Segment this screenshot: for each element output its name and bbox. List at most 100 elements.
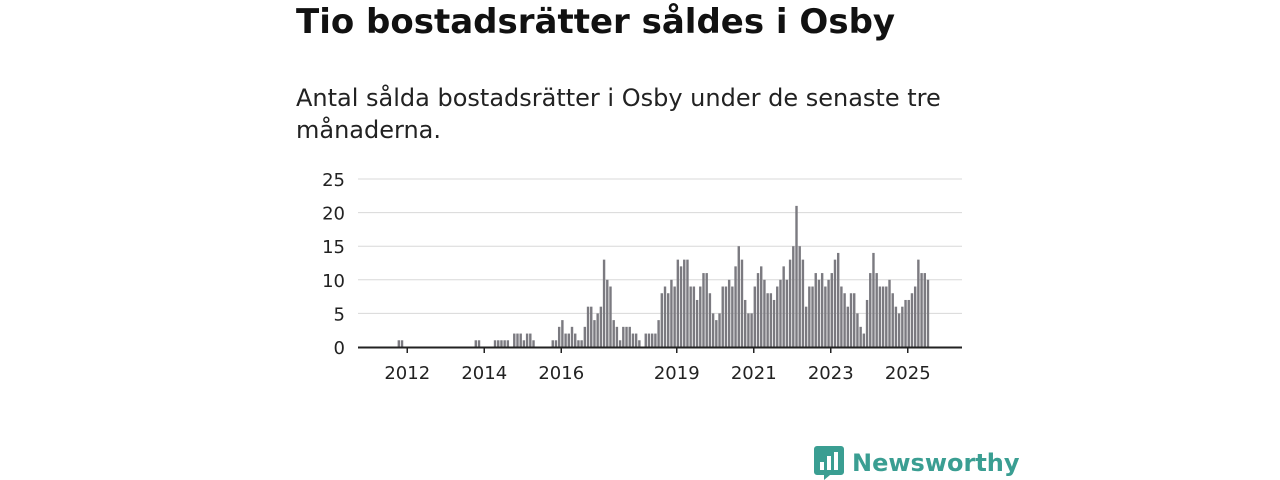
y-axis: 0 5 10 15 20 25 xyxy=(322,170,345,359)
bar xyxy=(731,286,734,347)
bar xyxy=(779,279,782,347)
bar xyxy=(647,333,651,347)
bar xyxy=(683,259,686,347)
bar xyxy=(747,313,750,347)
bar xyxy=(859,326,862,347)
bar xyxy=(506,340,510,347)
bar xyxy=(926,279,930,347)
bar xyxy=(885,286,888,347)
bar xyxy=(602,259,606,347)
bar xyxy=(811,286,814,347)
bar xyxy=(628,326,631,347)
newsworthy-logo[interactable]: Newsworthy xyxy=(814,446,1020,480)
bar xyxy=(917,259,920,347)
y-tick-label: 15 xyxy=(322,237,345,258)
bar xyxy=(865,299,869,347)
bar xyxy=(846,306,850,347)
bar xyxy=(695,299,699,347)
bar xyxy=(519,333,522,347)
bar xyxy=(692,286,696,347)
bar xyxy=(894,306,898,347)
bar xyxy=(827,279,830,347)
bar xyxy=(830,273,833,347)
x-tick-label: 2021 xyxy=(731,363,777,384)
bar xyxy=(711,313,715,347)
bar xyxy=(599,306,603,347)
bar xyxy=(574,333,577,347)
bar xyxy=(772,299,776,347)
bar xyxy=(561,320,564,347)
bar xyxy=(551,340,554,347)
bar xyxy=(782,266,785,347)
x-axis: 2012 2014 2016 2019 2021 2023 2025 xyxy=(358,346,962,384)
x-tick-label: 2025 xyxy=(885,363,931,384)
bar xyxy=(522,340,526,347)
bar xyxy=(756,273,760,347)
bar xyxy=(663,286,667,347)
bar xyxy=(840,286,843,347)
x-tick-label: 2016 xyxy=(538,363,584,384)
bar xyxy=(715,320,718,347)
bar xyxy=(913,286,917,347)
bar xyxy=(477,340,481,347)
bar xyxy=(856,313,859,347)
bar xyxy=(590,306,593,347)
bar xyxy=(721,286,724,347)
bar xyxy=(529,333,532,347)
bar xyxy=(583,326,587,347)
brand-name: Newsworthy xyxy=(852,449,1020,477)
chart-subtitle: Antal sålda bostadsrätter i Osby under d… xyxy=(296,84,941,144)
bar xyxy=(660,293,664,347)
bars xyxy=(397,205,930,347)
bar xyxy=(820,273,824,347)
bar xyxy=(654,333,657,347)
bar xyxy=(670,279,673,347)
bar xyxy=(808,286,811,347)
bar xyxy=(634,333,638,347)
bar xyxy=(650,333,654,347)
bar xyxy=(766,293,769,347)
bar xyxy=(586,306,590,347)
y-tick-label: 20 xyxy=(322,204,345,225)
bar xyxy=(612,320,615,347)
bar xyxy=(699,286,702,347)
y-tick-label: 0 xyxy=(334,338,345,359)
bar xyxy=(795,205,798,347)
bar xyxy=(878,286,882,347)
bar xyxy=(593,320,596,347)
bar xyxy=(753,286,757,347)
bar xyxy=(474,340,477,347)
bar xyxy=(557,326,561,347)
highlight-value-label: 10 xyxy=(923,0,945,5)
bar xyxy=(724,286,728,347)
bar xyxy=(833,259,837,347)
bar xyxy=(763,279,766,347)
bar xyxy=(689,286,692,347)
bar xyxy=(615,326,619,347)
bar xyxy=(618,340,622,347)
bar xyxy=(577,340,580,347)
bar xyxy=(760,266,763,347)
bar xyxy=(397,340,401,347)
bar xyxy=(516,333,519,347)
bar xyxy=(836,252,840,347)
bar xyxy=(843,293,846,347)
y-tick-label: 5 xyxy=(334,304,345,325)
bar xyxy=(638,340,641,347)
bar xyxy=(708,293,712,347)
bar xyxy=(705,273,708,347)
bar xyxy=(881,286,885,347)
bar xyxy=(907,299,910,347)
bar xyxy=(769,293,773,347)
bar xyxy=(525,333,529,347)
bar xyxy=(785,279,789,347)
bar xyxy=(734,266,737,347)
bar xyxy=(631,333,635,347)
bar xyxy=(580,340,583,347)
y-tick-label: 10 xyxy=(322,271,345,292)
bar xyxy=(657,320,660,347)
bar xyxy=(513,333,516,347)
bar xyxy=(788,259,792,347)
x-tick-label: 2014 xyxy=(461,363,507,384)
bar xyxy=(567,333,570,347)
